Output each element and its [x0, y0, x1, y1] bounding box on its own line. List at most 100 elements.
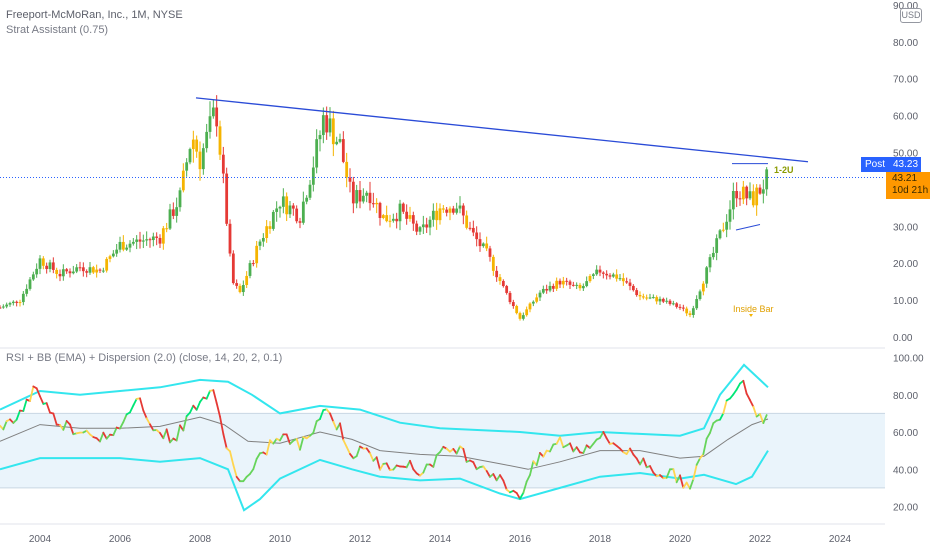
rsi-segment: [190, 406, 193, 413]
candle: [575, 282, 578, 289]
rsi-segment: [207, 391, 210, 399]
candle-body: [752, 191, 755, 205]
candle: [599, 266, 602, 276]
candle-body: [165, 228, 168, 229]
candle: [645, 295, 648, 301]
rsi-segment: [213, 390, 216, 403]
candle: [662, 298, 665, 303]
candle: [142, 235, 145, 248]
candle: [492, 255, 495, 276]
chart-title[interactable]: Freeport-McMoRan, Inc., 1M, NYSE: [6, 9, 183, 21]
candle: [309, 180, 312, 200]
candle: [565, 278, 568, 286]
rsi-tick-label: 40.00: [893, 465, 918, 476]
rsi-segment: [743, 381, 746, 394]
candle-body: [375, 203, 378, 204]
candle: [272, 210, 275, 231]
candle: [759, 184, 762, 194]
candle-body: [432, 211, 435, 220]
candle: [739, 191, 742, 206]
candle: [605, 270, 608, 279]
candle: [442, 205, 445, 213]
time-tick-label: 2008: [189, 534, 212, 545]
candle: [372, 193, 375, 208]
candle-body: [135, 240, 138, 242]
candle-body: [12, 302, 15, 303]
candle-body: [472, 228, 475, 233]
candle: [499, 274, 502, 285]
candle: [132, 238, 135, 246]
candle: [85, 269, 88, 277]
candle: [629, 279, 632, 290]
candle-body: [22, 294, 25, 302]
candle: [422, 216, 425, 234]
candle-body: [215, 108, 218, 127]
candle-body: [469, 228, 472, 229]
candle: [162, 226, 165, 250]
candle-body: [302, 202, 305, 223]
rsi-segment: [47, 403, 50, 413]
candle: [115, 244, 118, 257]
candle: [552, 284, 555, 292]
candle-body: [355, 190, 358, 203]
candle-body: [622, 278, 625, 281]
candle: [49, 260, 52, 273]
candle: [15, 300, 18, 306]
candle: [72, 266, 75, 274]
candle: [332, 111, 335, 156]
resistance-trendline: [196, 98, 808, 162]
candle-body: [399, 204, 402, 222]
candle: [232, 250, 235, 284]
price-tick-label: 0.00: [893, 333, 913, 344]
candle: [445, 207, 448, 216]
candle: [79, 262, 82, 271]
candle: [145, 231, 148, 246]
candle-body: [92, 267, 95, 272]
candle: [279, 206, 282, 218]
candle-body: [532, 302, 535, 304]
candle: [509, 291, 512, 304]
candle: [409, 207, 412, 222]
candle: [365, 191, 368, 202]
candle: [725, 214, 728, 237]
candle-body: [462, 206, 465, 216]
candle: [749, 182, 752, 200]
candle-body: [35, 269, 38, 275]
candle-body: [692, 308, 695, 315]
candle: [742, 181, 745, 204]
candle-body: [749, 191, 752, 198]
candle-body: [312, 168, 315, 185]
candle: [122, 235, 125, 251]
candle-body: [299, 221, 302, 223]
candle-body: [612, 274, 615, 276]
candle: [315, 129, 318, 173]
rsi-indicator-legend[interactable]: RSI + BB (EMA) + Dispersion (2.0) (close…: [6, 352, 282, 364]
candle-body: [205, 132, 208, 148]
candle-body: [349, 177, 352, 181]
indicator-legend[interactable]: Strat Assistant (0.75): [6, 24, 108, 36]
candle: [669, 299, 672, 305]
currency-selector[interactable]: USD: [900, 8, 922, 23]
candle: [539, 290, 542, 301]
price-tick-label: 30.00: [893, 222, 918, 233]
candle-body: [452, 208, 455, 212]
candle: [159, 234, 162, 248]
candle: [745, 185, 748, 205]
candle-body: [662, 299, 665, 302]
candle-body: [132, 242, 135, 244]
candle: [219, 121, 222, 160]
candle: [612, 273, 615, 278]
candle: [505, 285, 508, 295]
candle-body: [235, 283, 238, 286]
candle: [199, 141, 202, 180]
candle: [89, 262, 92, 275]
candle: [59, 269, 62, 281]
candle-body: [519, 313, 522, 319]
time-tick-label: 2020: [669, 534, 692, 545]
candle-body: [412, 215, 415, 223]
candle-body: [122, 242, 125, 250]
candle-body: [352, 182, 355, 204]
candle-body: [592, 274, 595, 276]
